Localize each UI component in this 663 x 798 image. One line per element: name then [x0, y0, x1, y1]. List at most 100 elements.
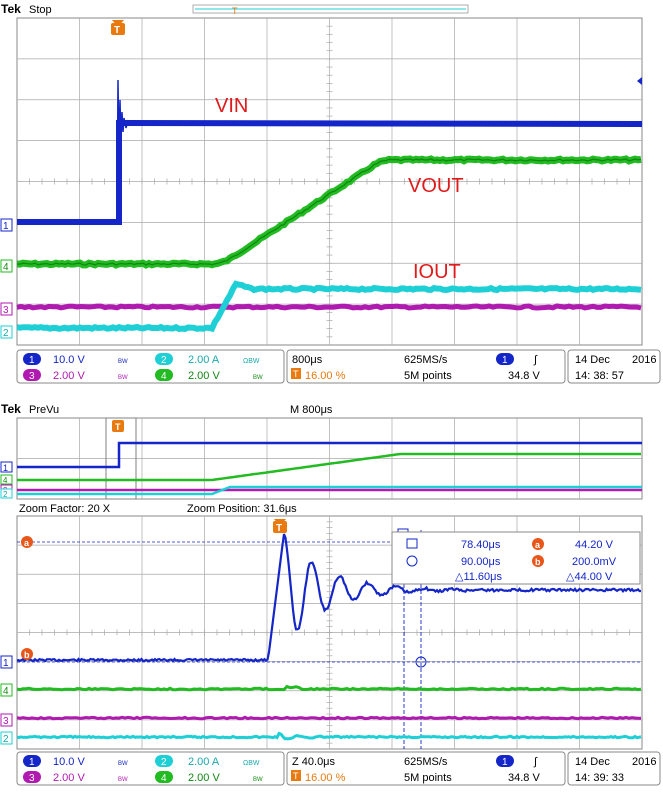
- top-screen: Tek Stop T T VIN VOUT IOUT 1: [0, 2, 661, 384]
- svg-text:3: 3: [3, 716, 9, 727]
- overview-channel-markers: 1 4 3 2: [0, 461, 13, 499]
- top-ch3-bw: BW: [118, 375, 128, 381]
- bottom-ch2-bw: ΩBW: [243, 760, 260, 767]
- svg-text:T: T: [114, 25, 120, 36]
- overview-grid: [17, 418, 642, 499]
- bottom-ch1-badge: 1: [29, 757, 35, 768]
- zoom-ch4-waveform: [16, 684, 642, 692]
- top-record-trigger-marker: T: [232, 6, 238, 16]
- bottom-trigger-slope: ∫: [533, 756, 538, 768]
- bottom-ch3-scale: 2.00 V: [53, 772, 85, 784]
- top-ch2-badge: 2: [161, 355, 167, 366]
- cursor-t2-value: 90.00μs: [461, 556, 501, 568]
- top-ch1-bw: BW: [118, 359, 128, 365]
- top-ch4-scale: 2.00 V: [188, 370, 220, 382]
- top-ch3-badge: 3: [29, 371, 35, 382]
- bottom-timebase: Z 40.0μs: [292, 756, 336, 768]
- top-label-iout: IOUT: [413, 261, 461, 283]
- top-time: 14: 38: 57: [575, 370, 624, 382]
- svg-text:T: T: [293, 771, 299, 781]
- top-ch4-bw: BW: [253, 375, 263, 381]
- bottom-year: 2016: [632, 756, 656, 768]
- bottom-trigger-position: 16.00 %: [305, 772, 346, 784]
- top-ch2-marker: 2: [0, 325, 13, 339]
- top-ch4-badge: 4: [161, 371, 167, 382]
- top-ch4-waveform-core: [16, 158, 642, 266]
- svg-text:1: 1: [3, 463, 8, 473]
- top-record-bar-frame: [192, 4, 469, 14]
- bottom-ch4-badge: 4: [161, 773, 167, 784]
- bottom-trigger-channel: 1: [502, 757, 508, 768]
- zoom-factor: Zoom Factor: 20 X: [19, 503, 111, 515]
- svg-text:2: 2: [3, 490, 8, 499]
- bottom-record-length: 5M points: [404, 772, 452, 784]
- top-ch3-marker: 3: [0, 302, 13, 316]
- overview-ch4-waveform: [17, 452, 641, 482]
- bottom-ch2-scale: 2.00 A: [188, 756, 220, 768]
- top-trigger-marker: T: [111, 20, 125, 36]
- bottom-ch2-badge: 2: [161, 757, 167, 768]
- top-label-vin: VIN: [215, 95, 248, 117]
- zoom-channel-markers: 1 4 3 2: [0, 655, 13, 745]
- top-trigger-channel: 1: [502, 355, 508, 366]
- svg-text:a: a: [535, 540, 541, 550]
- bottom-ch1-bw: BW: [118, 761, 128, 767]
- cursor-b-marker: b: [21, 648, 33, 660]
- svg-text:T: T: [293, 369, 299, 379]
- svg-text:4: 4: [3, 476, 8, 485]
- bottom-ch4-scale: 2.00 V: [188, 772, 220, 784]
- bottom-readout: 1 10.0 V BW 2 2.00 A ΩBW 3 2.00 V BW 4 2…: [16, 751, 661, 786]
- svg-text:2: 2: [3, 734, 9, 745]
- zoom-ch2-waveform: [16, 731, 642, 741]
- svg-text:4: 4: [3, 686, 9, 697]
- top-date: 14 Dec: [575, 354, 610, 366]
- top-ch1-ringing: [116, 79, 133, 223]
- bottom-ch1-scale: 10.0 V: [53, 756, 85, 768]
- top-ch2-bw: ΩBW: [243, 358, 260, 365]
- cursor-delta-t: △11.60μs: [455, 571, 503, 583]
- overview-trigger-marker: T: [112, 420, 124, 432]
- svg-text:a: a: [24, 538, 30, 548]
- svg-text:3: 3: [3, 305, 9, 316]
- top-status: Stop: [29, 4, 52, 16]
- overview-ch2-waveform: [17, 485, 642, 496]
- top-trigger-position: 16.00 %: [305, 370, 346, 382]
- top-trigger-slope: ∫: [533, 354, 538, 366]
- top-ch4-marker: 4: [0, 259, 13, 273]
- top-label-vout: VOUT: [408, 175, 464, 197]
- bottom-status: PreVu: [29, 404, 59, 416]
- svg-text:1: 1: [3, 221, 9, 232]
- cursor-readout-box: 78.40μs a 44.20 V 90.00μs b 200.0mV △11.…: [391, 531, 641, 585]
- top-ch1-scale: 10.0 V: [53, 354, 85, 366]
- cursor-a-marker: a: [21, 536, 33, 548]
- top-ch3-waveform: [16, 303, 642, 311]
- zoom-position: Zoom Position: 31.6μs: [187, 503, 297, 515]
- top-timebase: 800μs: [292, 354, 323, 366]
- cursor-b-value: 200.0mV: [572, 556, 617, 568]
- top-ch2-waveform: [16, 280, 642, 333]
- top-ch1-badge: 1: [29, 355, 35, 366]
- top-trigger-level: 34.8 V: [508, 370, 540, 382]
- bottom-screen: Tek PreVu M 800μs T 1 4 3 2 Zoom Factor:…: [0, 402, 661, 786]
- zoom-ch1-waveform: [16, 533, 641, 663]
- svg-text:b: b: [24, 650, 30, 660]
- bottom-trigger-level: 34.8 V: [508, 772, 540, 784]
- top-ch2-scale: 2.00 A: [188, 354, 220, 366]
- zoom-window-box: [105, 417, 137, 500]
- bottom-ch3-badge: 3: [29, 773, 35, 784]
- zoom-trigger-marker: T: [273, 519, 287, 534]
- zoom-ch3-waveform: [16, 715, 641, 721]
- bottom-brand: Tek: [1, 402, 21, 416]
- svg-text:b: b: [535, 557, 541, 567]
- svg-text:4: 4: [3, 262, 9, 273]
- svg-text:T: T: [276, 523, 282, 534]
- bottom-sample-rate: 625MS/s: [404, 756, 448, 768]
- top-brand: Tek: [1, 2, 21, 16]
- bottom-time: 14: 39: 33: [575, 772, 624, 784]
- bottom-ch4-bw: BW: [253, 777, 263, 783]
- cursor-t2-circle-icon: [415, 656, 427, 668]
- top-readout: 1 10.0 V BW 2 2.00 A ΩBW 3 2.00 V BW 4 2…: [16, 349, 661, 384]
- cursor-delta-v: △44.00 V: [566, 571, 613, 583]
- bottom-ch3-bw: BW: [118, 777, 128, 783]
